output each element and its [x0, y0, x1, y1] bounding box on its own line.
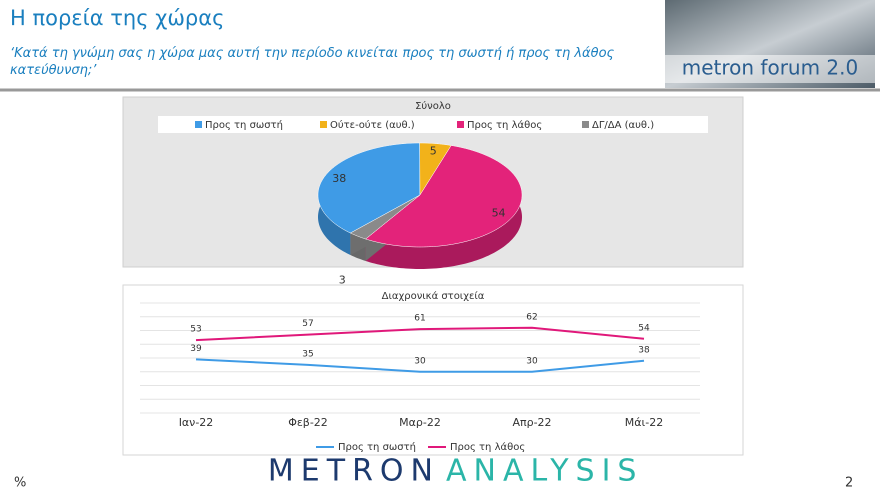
series-line	[195, 358, 645, 373]
data-label: 53	[190, 325, 201, 335]
pie-slice	[349, 194, 421, 240]
data-label: 39	[190, 344, 202, 354]
legend-swatch	[195, 121, 202, 128]
data-label: 62	[526, 312, 537, 322]
series-line	[195, 326, 645, 342]
pie-slice	[317, 142, 421, 234]
legend-swatch	[582, 121, 589, 128]
legend-swatch	[320, 121, 327, 128]
x-tick-label: Φεβ-22	[288, 416, 328, 429]
legend-swatch	[457, 121, 464, 128]
data-label: 54	[492, 207, 506, 220]
data-label: 57	[302, 319, 313, 329]
legend-label: Προς τη σωστή	[338, 441, 416, 453]
brand-part: METRON	[268, 454, 440, 489]
data-label: 38	[332, 172, 346, 185]
legend-label: Προς τη σωστή	[205, 119, 283, 131]
legend-label: Προς τη λάθος	[450, 441, 525, 453]
logo-text: metron forum 2.0	[682, 56, 859, 80]
legend-label: ΔΓ/ΔΑ (αυθ.)	[592, 120, 654, 131]
data-label: 30	[414, 356, 426, 366]
legend-label: Ούτε-ούτε (αυθ.)	[330, 119, 415, 131]
pie-slice	[365, 145, 523, 248]
page-number: 2	[845, 476, 853, 491]
data-label: 5	[430, 144, 437, 157]
slide-subtitle: ‘Κατά τη γνώμη σας η χώρα μας αυτή την π…	[10, 46, 615, 78]
x-tick-label: Ιαν-22	[179, 416, 214, 429]
pie-legend-bar	[158, 116, 708, 133]
data-label: 30	[526, 356, 538, 366]
data-label: 35	[302, 349, 313, 359]
data-label: 38	[638, 345, 650, 355]
data-label: 61	[414, 314, 425, 324]
chart-title: Διαχρονικά στοιχεία	[382, 290, 485, 302]
chart-title: Σύνολο	[415, 100, 451, 112]
data-label: 3	[339, 273, 346, 286]
line-panel	[122, 284, 744, 456]
x-tick-label: Μαρ-22	[399, 416, 441, 429]
slide-title: Η πορεία της χώρας	[10, 6, 225, 30]
x-tick-label: Μάι-22	[625, 416, 663, 429]
x-tick-label: Απρ-22	[512, 416, 551, 429]
brand-part: ANALYSIS	[446, 454, 643, 489]
unit-label: %	[14, 476, 26, 491]
data-label: 54	[638, 323, 650, 333]
legend-label: Προς τη λάθος	[467, 119, 542, 131]
logo-band	[665, 55, 875, 83]
pie-slice	[419, 142, 452, 196]
pie-slice-side	[365, 145, 522, 269]
